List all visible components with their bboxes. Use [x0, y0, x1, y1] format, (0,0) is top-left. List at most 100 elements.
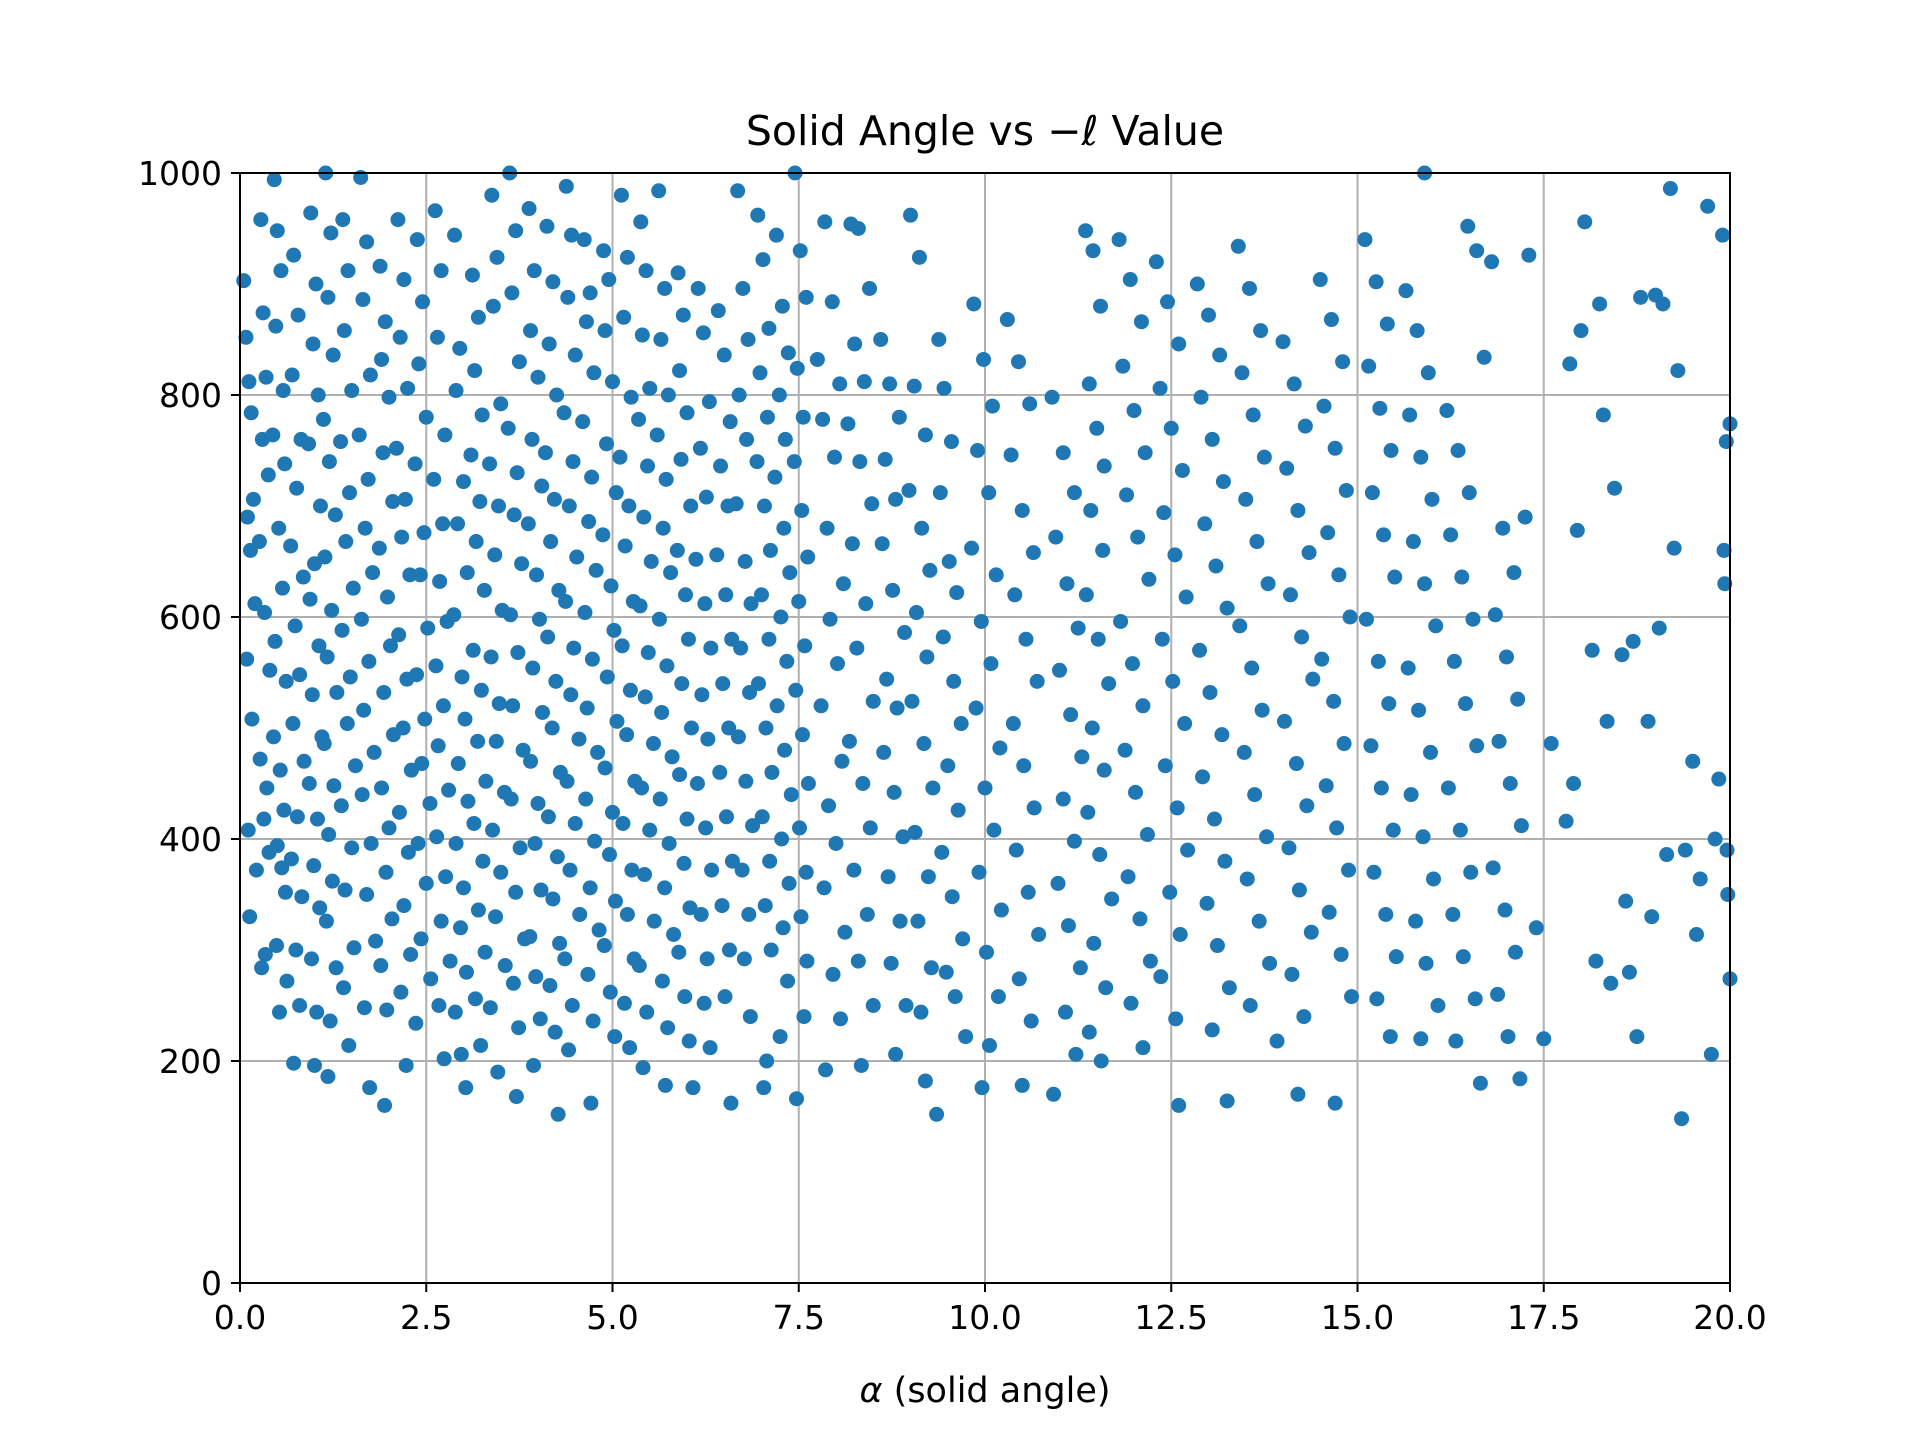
data-point: [676, 855, 692, 871]
data-point: [324, 602, 340, 618]
data-point: [986, 822, 1002, 838]
data-point: [1402, 407, 1418, 423]
data-point: [1011, 354, 1027, 370]
data-point: [302, 591, 318, 607]
data-point: [1016, 758, 1032, 774]
data-point: [1454, 569, 1470, 585]
data-point: [1104, 891, 1120, 907]
data-point: [522, 929, 538, 945]
data-point: [523, 323, 539, 339]
data-point: [508, 884, 524, 900]
data-point: [549, 387, 565, 403]
data-point: [1238, 491, 1254, 507]
data-point: [1448, 1033, 1464, 1049]
data-point: [558, 178, 574, 194]
data-point: [376, 684, 392, 700]
data-point: [582, 880, 598, 896]
data-point: [577, 605, 593, 621]
data-point: [1405, 534, 1421, 550]
data-point: [1423, 744, 1439, 760]
data-point: [1465, 611, 1481, 627]
data-point: [1011, 971, 1027, 987]
data-point: [413, 931, 429, 947]
data-point: [678, 587, 694, 603]
data-point: [721, 942, 737, 958]
data-point: [262, 662, 278, 678]
data-point: [633, 214, 649, 230]
data-point: [307, 1057, 322, 1073]
data-point: [1323, 312, 1339, 328]
data-point: [310, 387, 326, 403]
data-point: [774, 831, 790, 847]
data-point: [1366, 864, 1382, 880]
data-point: [619, 727, 635, 743]
data-point: [607, 1029, 623, 1045]
data-point: [923, 960, 939, 976]
data-point: [737, 554, 753, 569]
data-point: [277, 456, 293, 472]
data-point: [735, 280, 751, 296]
data-point: [916, 736, 932, 752]
data-point: [239, 651, 255, 667]
data-point: [934, 844, 950, 860]
data-point: [619, 249, 635, 265]
data-point: [1378, 906, 1394, 922]
data-point: [616, 309, 632, 325]
data-point: [361, 653, 377, 669]
data-point: [385, 494, 401, 510]
data-point: [613, 187, 629, 203]
data-point: [351, 427, 367, 443]
data-point: [1621, 964, 1637, 980]
data-point: [285, 716, 301, 732]
y-tick-label: 200: [159, 1042, 222, 1081]
data-point: [329, 684, 345, 700]
data-point: [1341, 862, 1357, 878]
data-point: [304, 687, 320, 703]
data-point: [340, 263, 356, 279]
data-point: [636, 509, 652, 525]
data-point: [1487, 607, 1503, 623]
data-point: [254, 960, 270, 976]
data-point: [1195, 769, 1211, 785]
data-point: [493, 396, 509, 412]
data-point: [275, 383, 291, 399]
data-point: [546, 491, 562, 507]
data-point: [1020, 884, 1036, 900]
data-point: [949, 585, 965, 601]
data-point: [341, 1037, 357, 1053]
data-point: [1081, 1024, 1097, 1040]
x-axis-label-symbol: α: [859, 1371, 882, 1411]
data-point: [453, 920, 469, 936]
data-point: [772, 1029, 788, 1045]
data-point: [1361, 358, 1377, 374]
data-point: [1413, 1031, 1429, 1047]
data-point: [1055, 791, 1071, 807]
data-point: [418, 875, 434, 891]
data-point: [1491, 733, 1507, 749]
data-point: [344, 383, 360, 399]
data-point: [917, 427, 933, 443]
data-point: [1115, 358, 1131, 374]
data-point: [260, 467, 276, 483]
data-point: [908, 605, 924, 621]
data-point: [1303, 924, 1319, 940]
data-point: [932, 485, 948, 501]
data-point: [276, 802, 292, 818]
data-point: [612, 449, 628, 465]
data-point: [1098, 980, 1114, 996]
data-point: [257, 605, 273, 621]
data-point: [897, 625, 913, 641]
data-point: [623, 389, 639, 405]
data-point: [723, 1095, 739, 1111]
data-point: [864, 496, 880, 512]
data-point: [321, 454, 337, 470]
data-point: [660, 1020, 676, 1036]
data-point: [929, 1106, 945, 1122]
data-point: [247, 596, 263, 612]
data-point: [788, 682, 804, 698]
data-point: [1085, 243, 1101, 259]
data-point: [1372, 400, 1388, 416]
data-point: [435, 516, 451, 532]
data-point: [476, 582, 492, 598]
data-point: [435, 698, 451, 714]
